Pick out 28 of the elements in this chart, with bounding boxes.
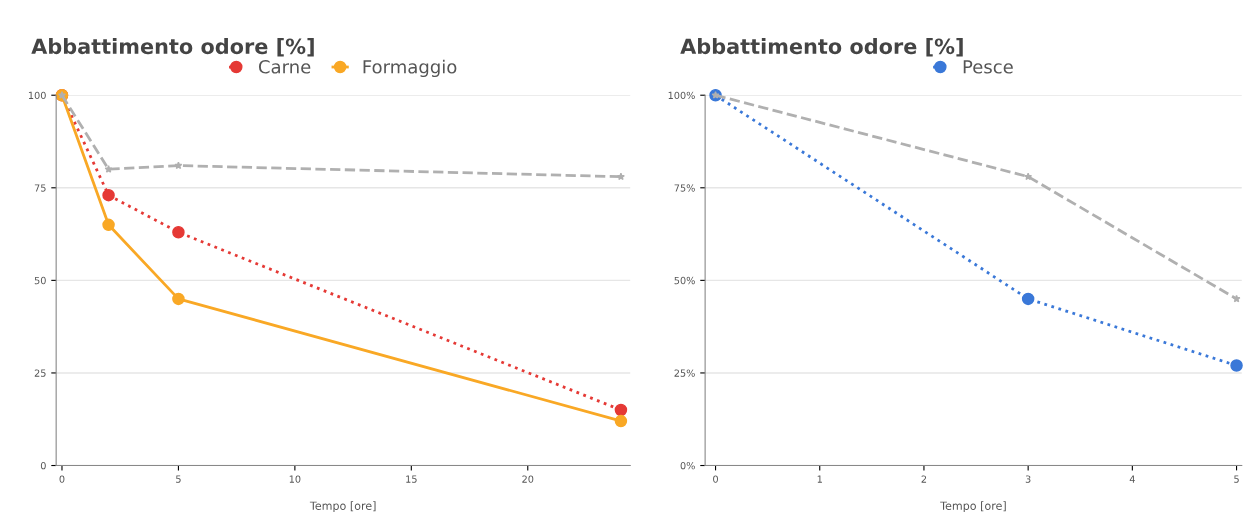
y-tick-label: 25: [34, 369, 46, 377]
x-tick-label: 5: [176, 475, 181, 483]
x-tick-label: 10: [289, 475, 301, 483]
y-tick-label: 0%: [680, 462, 695, 470]
x-tick-label: 4: [1129, 475, 1135, 483]
x-tick-label: 1: [817, 475, 822, 483]
legend-label: Formaggio: [363, 59, 457, 78]
y-tick-label: 100%: [668, 91, 695, 100]
y-tick-label: 25%: [674, 369, 695, 377]
y-tick-label: 75: [34, 184, 46, 192]
x-tick-label: 15: [406, 475, 417, 483]
y-tick-label: 0: [40, 462, 46, 470]
x-tick-label: 0: [713, 475, 718, 483]
x-axis-title: Tempo [ore]: [940, 501, 1006, 513]
y-tick-label: 50: [34, 276, 46, 285]
y-tick-label: 50%: [674, 276, 695, 285]
x-tick-label: 5: [1234, 475, 1239, 483]
x-tick-label: 2: [921, 475, 927, 483]
y-tick-label: 75%: [674, 184, 695, 192]
legend-label: Carne: [258, 59, 311, 74]
x-tick-label: 3: [1025, 475, 1031, 483]
legend-label: Pesce: [963, 60, 1013, 74]
x-axis-title: Tempo [ore]: [309, 501, 376, 513]
x-tick-label: 20: [522, 475, 534, 483]
x-tick-label: 0: [59, 475, 65, 483]
y-tick-label: 100: [28, 91, 46, 100]
chart-title: Abbattimento odore [%]: [680, 38, 963, 57]
chart-title: Abbattimento odore [%]: [31, 38, 314, 57]
